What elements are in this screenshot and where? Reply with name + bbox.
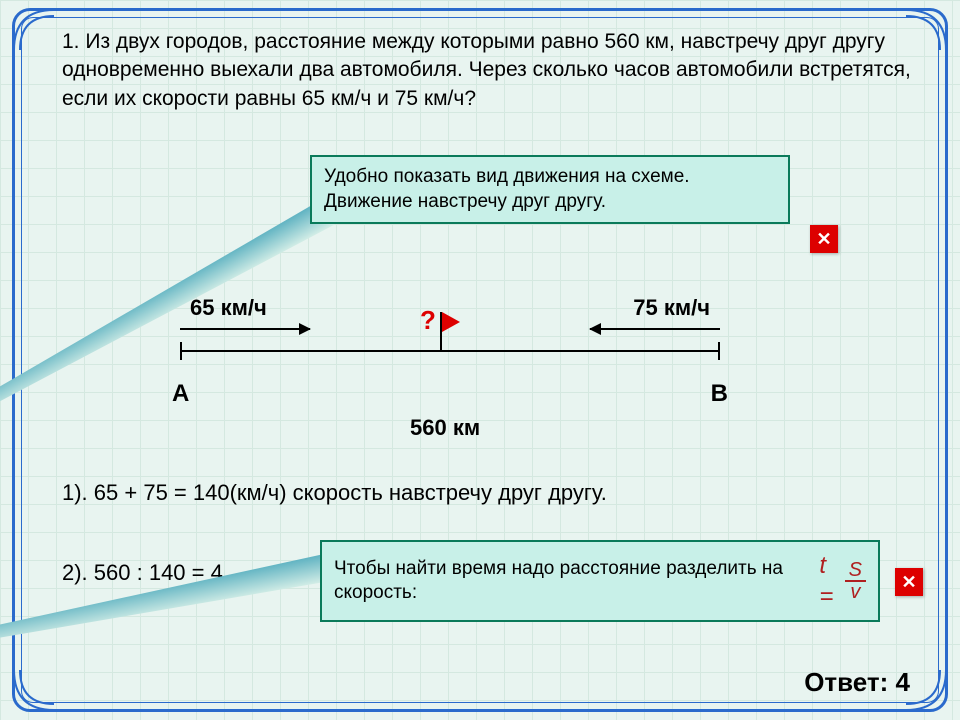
- formula: t = S v: [819, 550, 866, 612]
- motion-diagram: 65 км/ч 75 км/ч ? А В 560 км: [180, 300, 720, 420]
- distance-line: [180, 350, 720, 352]
- speed-label-right: 75 км/ч: [633, 295, 710, 321]
- speed-label-left: 65 км/ч: [190, 295, 267, 321]
- hint-callout-2: Чтобы найти время надо расстояние раздел…: [320, 540, 880, 622]
- formula-denominator: v: [846, 582, 864, 602]
- close-icon: ✕: [901, 572, 916, 593]
- tick-b: [718, 342, 720, 360]
- formula-numerator: S: [845, 560, 866, 582]
- flag-icon: [440, 312, 442, 352]
- close-icon: ✕: [816, 229, 831, 250]
- point-a-label: А: [172, 380, 189, 408]
- solution-step-1: 1). 65 + 75 = 140(км/ч) скорость навстре…: [62, 480, 607, 506]
- question-mark: ?: [420, 305, 436, 336]
- close-hint-2-button[interactable]: ✕: [895, 568, 923, 596]
- corner-flourish-bl: [10, 666, 58, 714]
- hint-text-1: Удобно показать вид движения на схеме. Д…: [324, 166, 690, 212]
- arrow-right-icon: [180, 328, 310, 330]
- arrow-left-icon: [590, 328, 720, 330]
- distance-label: 560 км: [410, 415, 480, 441]
- corner-flourish-tl: [10, 6, 58, 54]
- hint-callout-1: Удобно показать вид движения на схеме. Д…: [310, 155, 790, 224]
- formula-t: t =: [819, 550, 840, 612]
- formula-fraction: S v: [845, 560, 866, 602]
- hint-text-2: Чтобы найти время надо расстояние раздел…: [334, 557, 809, 606]
- close-hint-1-button[interactable]: ✕: [810, 225, 838, 253]
- point-b-label: В: [711, 380, 728, 408]
- tick-a: [180, 342, 182, 360]
- answer-label: Ответ: 4: [804, 667, 910, 698]
- problem-statement: 1. Из двух городов, расстояние между кот…: [62, 28, 920, 113]
